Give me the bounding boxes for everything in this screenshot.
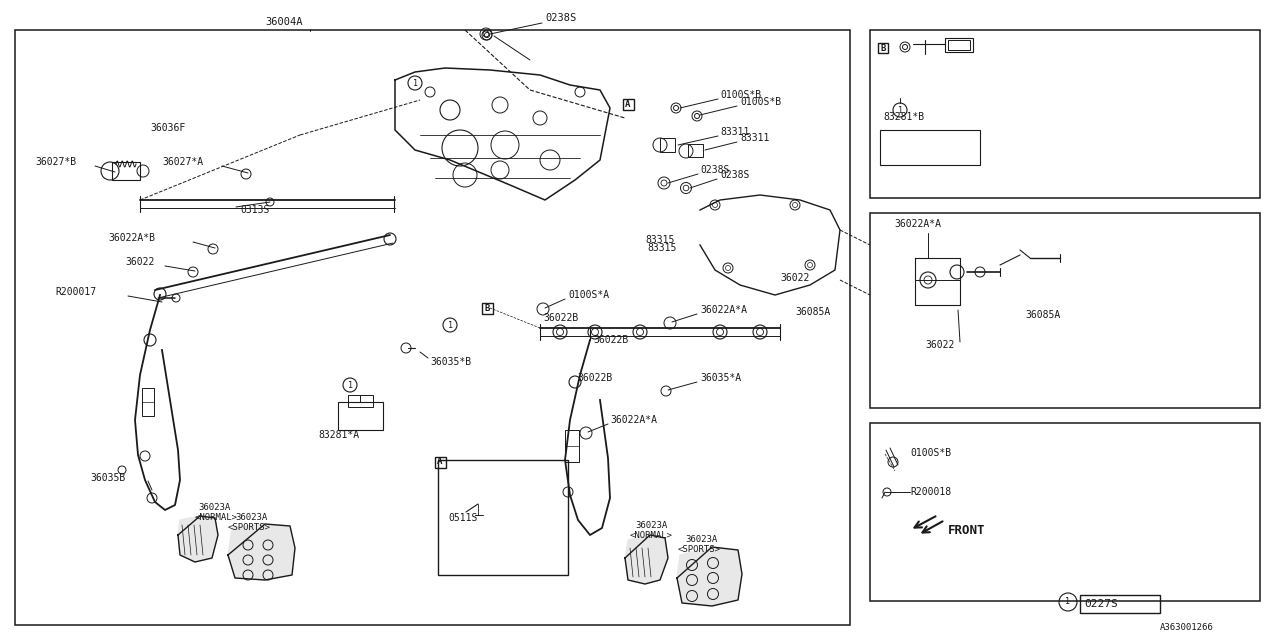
Text: B: B — [881, 44, 886, 52]
Text: 36022B: 36022B — [543, 313, 579, 323]
Text: 0238S: 0238S — [700, 165, 730, 175]
Polygon shape — [677, 547, 742, 606]
Text: 0313S: 0313S — [241, 205, 269, 215]
Text: 36022: 36022 — [780, 273, 809, 283]
Text: 36022A*A: 36022A*A — [611, 415, 657, 425]
Bar — [564, 430, 579, 462]
Bar — [945, 38, 973, 52]
Text: 0100S*A: 0100S*A — [568, 290, 609, 300]
Text: 1: 1 — [1065, 598, 1070, 607]
Text: 83315: 83315 — [645, 235, 675, 245]
Text: 36022A*A: 36022A*A — [700, 305, 748, 315]
Text: 36023A: 36023A — [635, 520, 667, 529]
Text: 83315: 83315 — [646, 243, 676, 253]
Text: 36022B: 36022B — [577, 373, 612, 383]
Text: 83311: 83311 — [740, 133, 769, 143]
Text: 36035B: 36035B — [90, 473, 125, 483]
Bar — [881, 130, 980, 165]
Bar — [870, 30, 1260, 198]
Bar — [15, 30, 850, 625]
Bar — [878, 43, 888, 53]
Bar — [438, 460, 568, 575]
Text: 36027*B: 36027*B — [35, 157, 76, 167]
Text: 0238S: 0238S — [721, 170, 749, 180]
Polygon shape — [178, 516, 218, 562]
Text: FRONT: FRONT — [948, 524, 986, 536]
Bar — [689, 144, 703, 157]
Text: 36022: 36022 — [925, 340, 955, 350]
Polygon shape — [228, 524, 294, 580]
Text: A363001266: A363001266 — [1160, 623, 1213, 632]
Bar — [870, 423, 1260, 601]
Text: 83281*A: 83281*A — [317, 430, 360, 440]
Bar — [660, 138, 675, 152]
Bar — [948, 40, 970, 50]
Text: 36023A: 36023A — [236, 513, 268, 522]
Text: R200017: R200017 — [55, 287, 96, 297]
Text: 36022A*A: 36022A*A — [893, 219, 941, 229]
Bar — [113, 162, 140, 180]
Text: 36027*A: 36027*A — [163, 157, 204, 167]
Text: <NORMAL>: <NORMAL> — [630, 531, 673, 540]
Text: 36023A: 36023A — [198, 502, 230, 511]
Text: <SPORTS>: <SPORTS> — [228, 524, 271, 532]
Bar — [1080, 595, 1160, 613]
Text: 0100S*B: 0100S*B — [721, 90, 762, 100]
Text: B: B — [484, 303, 490, 312]
Text: <NORMAL>: <NORMAL> — [195, 513, 238, 522]
Text: 36035*B: 36035*B — [430, 357, 471, 367]
Text: 1: 1 — [448, 321, 453, 330]
Text: 1: 1 — [897, 106, 902, 115]
Text: 36035*A: 36035*A — [700, 373, 741, 383]
Bar — [870, 213, 1260, 408]
Text: 0238S: 0238S — [545, 13, 576, 23]
Text: 36004A: 36004A — [265, 17, 302, 27]
Text: <SPORTS>: <SPORTS> — [678, 545, 721, 554]
Text: 1: 1 — [347, 381, 352, 390]
Text: 0227S: 0227S — [1084, 599, 1117, 609]
Text: 0100S*B: 0100S*B — [740, 97, 781, 107]
Text: 83311: 83311 — [721, 127, 749, 137]
Text: 83281*B: 83281*B — [883, 112, 924, 122]
Text: 36085A: 36085A — [795, 307, 831, 317]
Text: 36085A: 36085A — [1025, 310, 1060, 320]
Bar — [623, 99, 634, 110]
Text: A: A — [438, 458, 443, 467]
Bar — [483, 303, 493, 314]
Text: R200018: R200018 — [910, 487, 951, 497]
Text: 36022B: 36022B — [593, 335, 628, 345]
Text: 36023A: 36023A — [685, 536, 717, 545]
Bar — [338, 402, 383, 430]
Bar — [435, 457, 445, 468]
Text: 0511S: 0511S — [448, 513, 477, 523]
Bar — [142, 388, 154, 416]
Text: 1: 1 — [412, 79, 417, 88]
Text: 36022A*B: 36022A*B — [108, 233, 155, 243]
Text: 36022: 36022 — [125, 257, 155, 267]
Polygon shape — [625, 535, 668, 584]
Text: 0100S*B: 0100S*B — [910, 448, 951, 458]
Text: A: A — [626, 99, 631, 109]
Bar — [348, 395, 372, 407]
Text: 36036F: 36036F — [150, 123, 186, 133]
